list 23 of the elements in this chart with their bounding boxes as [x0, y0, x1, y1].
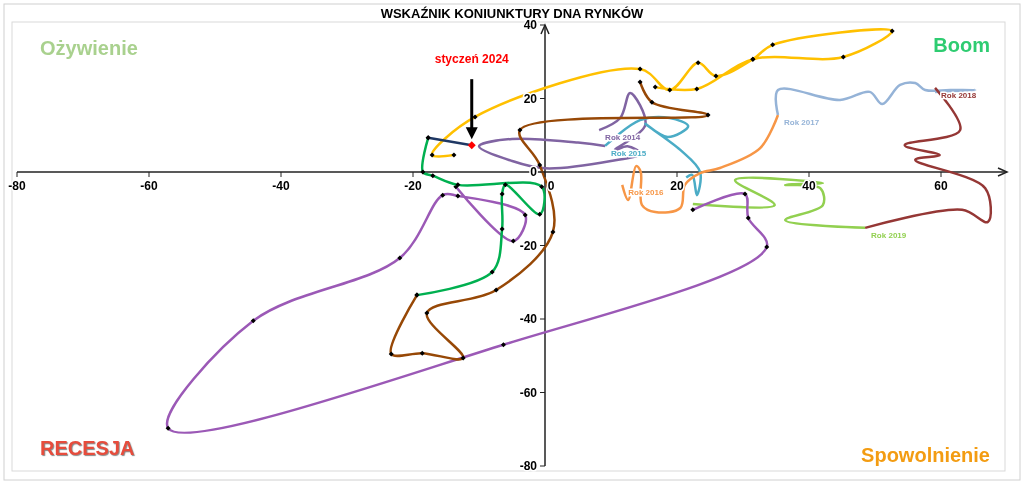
x-tick-label: -20 — [404, 179, 422, 193]
x-tick-label: -40 — [272, 179, 290, 193]
x-tick-label: 0 — [547, 179, 555, 193]
chart-title: WSKAŹNIK KONIUNKTURY DNA RYNKÓW — [380, 6, 645, 21]
line-series — [429, 28, 895, 158]
y-tick-label: 40 — [523, 18, 538, 32]
y-tick-label: -60 — [519, 385, 538, 400]
annotation: Boom — [933, 34, 990, 56]
annotation: Spowolnienie — [861, 444, 990, 466]
x-tick-label: 20 — [670, 179, 684, 193]
y-tick-label: -80 — [519, 459, 538, 473]
annotation: styczeń 2024 — [434, 52, 510, 67]
y-tick-label: 20 — [523, 91, 538, 106]
series-label: Rok 2017 — [783, 118, 820, 128]
x-tick-label: 60 — [934, 179, 948, 193]
x-tick-label: -80 — [8, 179, 26, 193]
annotation: Ożywienie — [40, 37, 138, 59]
y-tick-label: -20 — [519, 238, 538, 253]
x-tick-label: -60 — [140, 179, 158, 193]
series-label: Rok 2018 — [941, 90, 977, 100]
y-tick-label: -40 — [519, 312, 538, 326]
series-label: Rok 2019 — [871, 230, 907, 240]
annotation: RECESJA — [40, 437, 135, 459]
